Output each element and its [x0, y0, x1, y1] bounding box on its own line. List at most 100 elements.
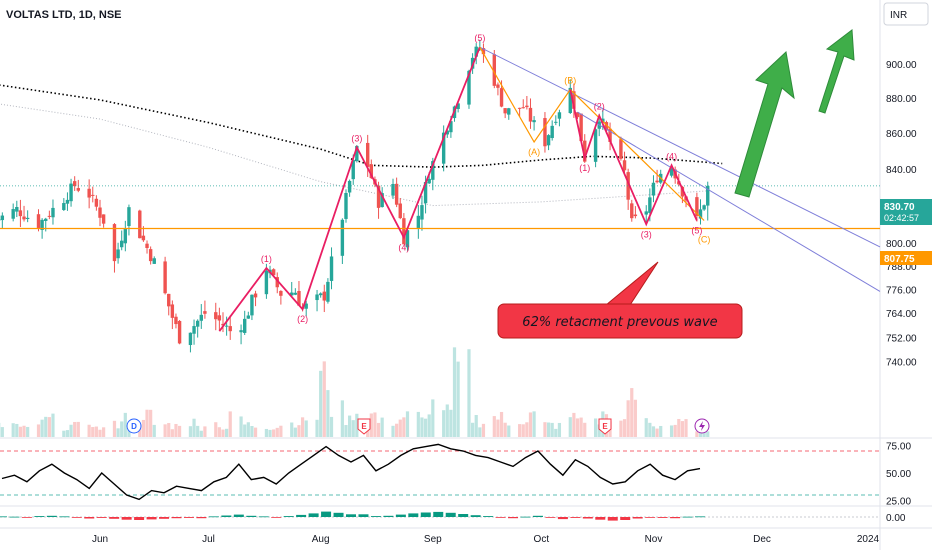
volume-bar	[445, 404, 449, 437]
candle-body	[626, 172, 630, 200]
candle-body	[568, 87, 572, 114]
volume-bar	[452, 347, 457, 437]
volume-bar	[557, 422, 562, 437]
candle-body	[456, 103, 460, 109]
macd-histogram-bar	[96, 517, 107, 518]
volume-bar	[62, 430, 66, 437]
candle-body	[152, 258, 156, 264]
volume-bar	[481, 423, 486, 437]
candle-body	[525, 105, 529, 108]
macd-histogram-bar	[632, 517, 643, 519]
macd-histogram-bar	[570, 517, 581, 518]
volume-bar	[188, 426, 193, 437]
split-lightning-icon[interactable]	[694, 418, 710, 434]
volume-bar	[116, 428, 120, 437]
candle-body	[271, 269, 276, 276]
volume-bar	[659, 425, 663, 437]
candle-body	[608, 128, 612, 142]
candle-body	[22, 216, 26, 220]
candle-body	[69, 183, 73, 202]
volume-bar	[170, 429, 174, 437]
time-tick-label: Aug	[312, 534, 330, 545]
impulse-wave-line	[218, 46, 481, 332]
volume-bar	[87, 424, 91, 437]
candle-body	[170, 304, 175, 318]
candle-body	[177, 320, 182, 344]
volume-bar	[348, 415, 352, 437]
macd-histogram-bar	[159, 517, 170, 519]
wave-label: (2)	[594, 102, 605, 112]
currency-label[interactable]: INR	[890, 10, 907, 21]
price-tick-label: 776.00	[886, 285, 917, 296]
wave-label: (5)	[691, 226, 702, 236]
volume-bar	[456, 361, 460, 437]
volume-bar	[398, 419, 402, 437]
candle-body	[702, 205, 706, 210]
volume-bar	[300, 417, 305, 437]
volume-bar	[145, 409, 149, 437]
volume-bar	[264, 428, 269, 437]
volume-bar	[112, 420, 117, 437]
wave-label: (A)	[528, 147, 540, 157]
candle-body	[167, 293, 171, 307]
macd-histogram-bar	[670, 517, 681, 519]
volume-bar	[138, 427, 142, 437]
candle-body	[253, 293, 258, 298]
macd-histogram-bar	[483, 516, 494, 517]
wave-label: (3)	[641, 229, 652, 239]
candle-body	[340, 219, 345, 256]
candle-body	[318, 293, 323, 296]
candle-body	[398, 203, 402, 219]
volume-bar	[51, 413, 55, 437]
callout-text: 62% retacment prevous wave	[522, 315, 717, 330]
macd-histogram-bar	[109, 517, 120, 519]
volume-bar	[669, 425, 674, 437]
candle-body	[94, 198, 99, 207]
candle-body	[246, 315, 251, 319]
macd-histogram-bar	[346, 514, 356, 517]
volume-bar	[706, 431, 710, 437]
channel-lower-line	[577, 111, 881, 292]
volume-bar	[91, 427, 95, 437]
candle-body	[250, 294, 254, 316]
candle-body	[507, 108, 511, 115]
volume-bar	[597, 424, 601, 437]
earnings-badge-nov[interactable]: E	[598, 418, 612, 435]
macd-histogram-bar	[607, 517, 618, 521]
candle-body	[503, 108, 507, 114]
volume-bar	[174, 423, 178, 437]
time-tick-label: Jul	[202, 534, 215, 545]
macd-histogram-bar	[9, 516, 20, 518]
volume-bar	[221, 429, 225, 437]
candle-body	[40, 219, 44, 230]
projection-arrow-left	[734, 51, 795, 198]
volume-bar	[380, 417, 384, 437]
macd-histogram-bar	[21, 517, 32, 518]
volume-bar	[199, 430, 203, 437]
candle-body	[554, 121, 558, 123]
macd-histogram-bar	[233, 514, 244, 517]
candle-body	[87, 188, 91, 198]
candle-body	[304, 303, 308, 309]
volume-bar	[619, 420, 623, 437]
candle-body	[481, 48, 486, 55]
candle-body	[633, 214, 638, 217]
volume-bar	[474, 415, 478, 437]
candle-body	[47, 215, 52, 217]
candle-body	[123, 228, 128, 244]
currency-button[interactable]	[883, 2, 929, 26]
volume-bar	[102, 427, 106, 437]
candle-body	[145, 243, 149, 248]
macd-histogram-bar	[321, 511, 332, 517]
macd-histogram-bar	[595, 517, 606, 520]
volume-bar	[402, 417, 406, 437]
volume-bar	[684, 419, 688, 437]
volume-bar	[11, 423, 15, 437]
earnings-badge-aug[interactable]: E	[357, 418, 371, 435]
candle-body	[532, 120, 536, 123]
time-tick-label: Dec	[753, 534, 771, 545]
candle-body	[264, 270, 269, 295]
wave-label: (B)	[564, 76, 576, 86]
dividend-badge[interactable]: D	[126, 418, 142, 434]
